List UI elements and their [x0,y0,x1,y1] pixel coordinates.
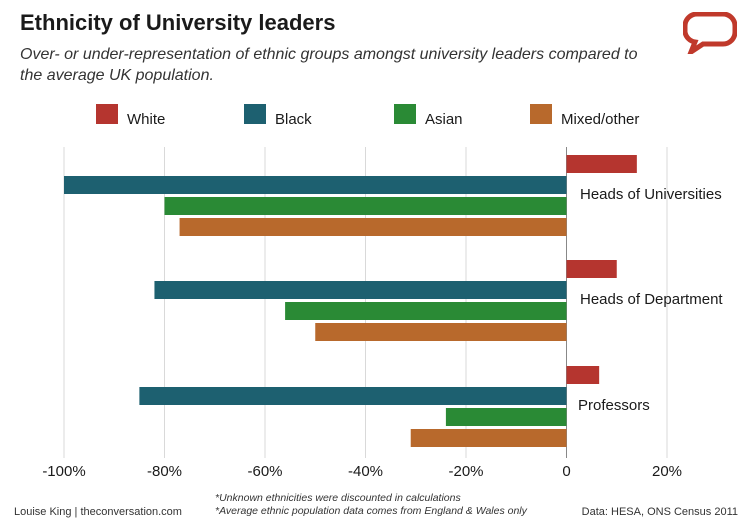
data-source: Data: HESA, ONS Census 2011 [581,506,738,518]
bar [285,302,567,320]
category-label: Heads of Universities [580,186,722,203]
legend-label: Mixed/other [561,111,639,128]
x-tick-label: 20% [652,463,682,480]
bar [154,281,567,299]
category-label: Professors [578,397,650,414]
category-label: Heads of Department [580,291,723,308]
legend-swatch [394,104,416,124]
bar [445,408,567,426]
x-tick-label: -60% [247,463,282,480]
bar [179,218,567,236]
x-tick-label: -80% [147,463,182,480]
x-tick-label: -100% [42,463,85,480]
bar [315,323,567,341]
bar [64,176,567,194]
footnotes: *Unknown ethnicities were discounted in … [215,492,527,518]
author-credit: Louise King | theconversation.com [14,506,182,518]
x-tick-label: 0 [562,463,570,480]
footnote-1: *Unknown ethnicities were discounted in … [215,492,461,504]
bar [139,387,567,405]
bar [566,260,617,278]
footnote-2: *Average ethnic population data comes fr… [215,505,527,517]
legend-swatch [96,104,118,124]
x-tick-label: -40% [348,463,383,480]
chart-title: Ethnicity of University leaders [20,10,336,35]
speech-bubble-icon [683,12,737,54]
bar [566,155,637,173]
bar [164,197,567,215]
chart-subtitle: Over- or under-representation of ethnic … [20,46,638,84]
legend-label: Asian [425,111,463,128]
bar [566,366,600,384]
legend-swatch [530,104,552,124]
x-tick-label: -20% [448,463,483,480]
legend-label: White [127,111,165,128]
legend-label: Black [275,111,312,128]
legend-swatch [244,104,266,124]
bar [410,429,567,447]
